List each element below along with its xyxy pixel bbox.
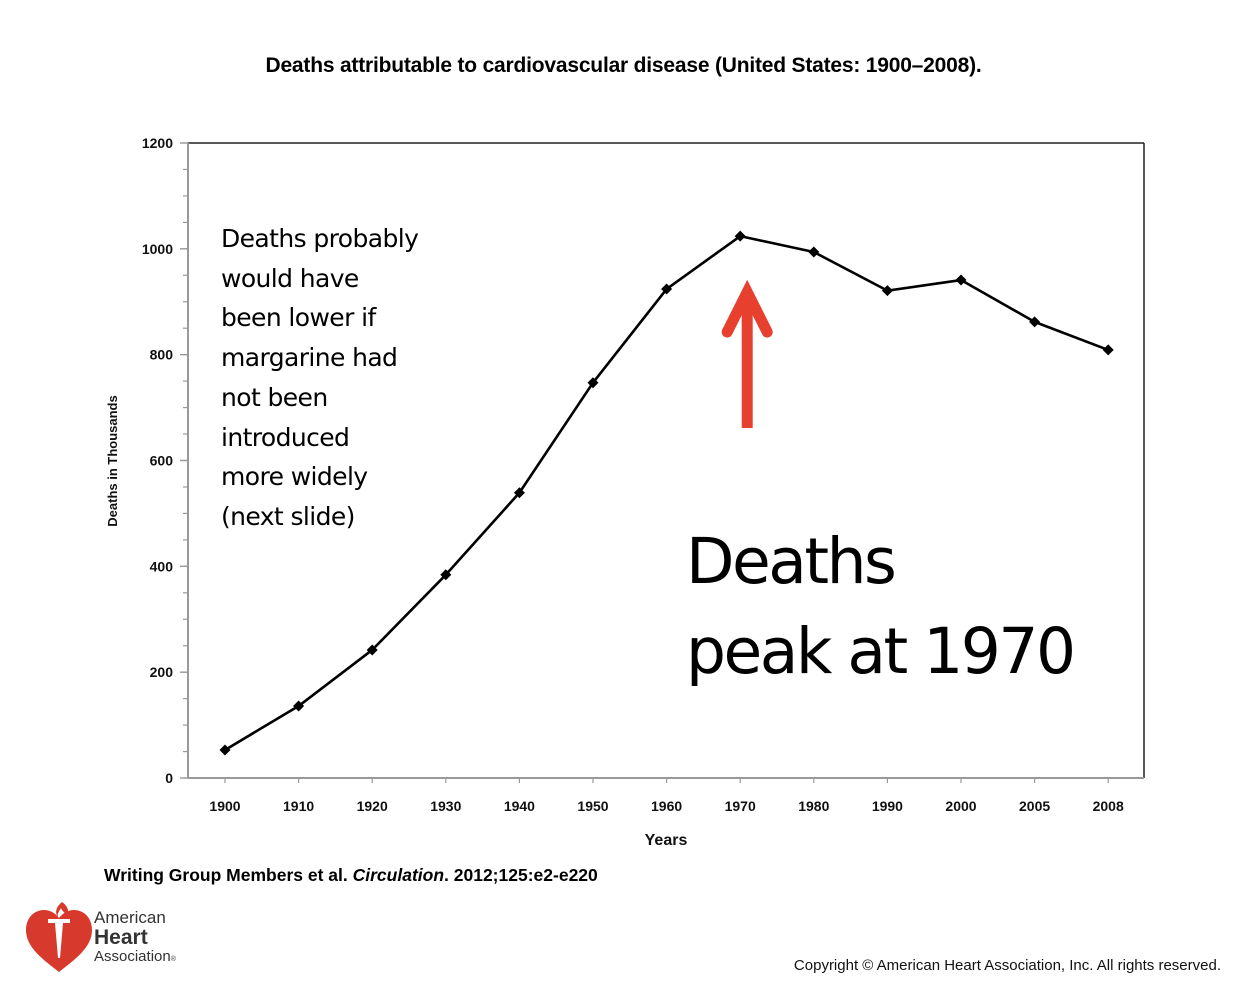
registered-mark: ® xyxy=(170,956,176,963)
y-tick-label: 600 xyxy=(150,453,174,469)
x-tick-label: 1990 xyxy=(872,798,903,814)
x-tick-label: 1910 xyxy=(283,798,314,814)
annotation-line: not been xyxy=(221,382,328,412)
data-point-marker xyxy=(219,744,231,756)
annotation-line: margarine had xyxy=(221,343,398,373)
annotation-line: Deaths probably xyxy=(221,224,419,253)
x-tick-label: 1950 xyxy=(577,798,608,814)
annotation-line: introduced xyxy=(221,422,350,452)
data-point-marker xyxy=(366,644,378,656)
x-tick-label: 1930 xyxy=(430,798,461,814)
logo-line-1: American xyxy=(94,908,166,927)
peak-annotation-line: peak at 1970 xyxy=(686,615,1076,688)
y-tick-label: 1000 xyxy=(142,241,173,257)
data-point-marker xyxy=(440,569,452,581)
annotation-line: more widely xyxy=(221,462,368,492)
data-point-marker xyxy=(955,274,967,286)
aha-heart-torch-icon xyxy=(26,902,92,972)
x-tick-label: 2000 xyxy=(945,798,976,814)
copyright: Copyright © American Heart Association, … xyxy=(793,957,1221,974)
data-point-marker xyxy=(881,285,893,297)
x-tick-label: 1920 xyxy=(357,798,388,814)
aha-logo-text: American Heart Association® xyxy=(94,908,176,968)
x-tick-label: 1940 xyxy=(504,798,535,814)
peak-annotation-line: Deaths xyxy=(686,525,897,598)
x-axis-title: Years xyxy=(645,832,688,849)
data-point-marker xyxy=(808,246,820,258)
y-tick-label: 400 xyxy=(150,558,174,574)
logo-line-2: Heart xyxy=(94,926,148,949)
data-point-marker xyxy=(661,283,673,295)
x-tick-label: 2008 xyxy=(1093,798,1124,814)
chart-title: Deaths attributable to cardiovascular di… xyxy=(265,54,982,77)
x-axis: 1900 1910 1920 1930 1940 1950 1960 1970 1980 1990… xyxy=(209,778,1124,814)
data-point-marker xyxy=(1029,316,1041,328)
arrow-head xyxy=(721,279,773,338)
y-tick-label: 1200 xyxy=(142,135,173,151)
data-point-marker xyxy=(734,230,746,242)
data-point-marker xyxy=(513,487,525,499)
y-tick-label: 200 xyxy=(150,664,174,680)
logo-line-3: Association® xyxy=(94,949,176,968)
margarine-annotation: Deaths probably would have been lower if ma… xyxy=(221,219,419,537)
citation-authors: Writing Group Members et al. xyxy=(104,865,348,885)
peak-arrow xyxy=(721,279,773,428)
y-tick-label: 800 xyxy=(150,347,174,363)
logo-line-3-text: Association xyxy=(94,948,171,965)
x-tick-label: 2005 xyxy=(1019,798,1050,814)
data-point-marker xyxy=(1102,344,1114,356)
x-tick-label: 1900 xyxy=(209,798,240,814)
annotation-line: (next slide) xyxy=(221,501,355,531)
x-tick-label: 1960 xyxy=(651,798,682,814)
peak-annotation: Deaths peak at 1970 xyxy=(686,517,1076,697)
citation-journal: Circulation xyxy=(352,865,445,885)
y-tick-label: 0 xyxy=(165,770,173,786)
x-tick-label: 1980 xyxy=(798,798,829,814)
x-tick-label: 1970 xyxy=(725,798,756,814)
citation: Writing Group Members et al. Circulation… xyxy=(104,865,598,886)
data-point-marker xyxy=(587,377,599,389)
data-point-marker xyxy=(293,700,305,712)
annotation-line: would have xyxy=(221,263,359,293)
citation-ref: . 2012;125:e2-e220 xyxy=(444,865,598,885)
series-group xyxy=(219,230,1114,756)
y-axis: 0 200 400 600 800 1000 1200 xyxy=(142,135,188,786)
annotation-line: been lower if xyxy=(221,303,376,333)
y-axis-title: Deaths in Thousands xyxy=(105,395,120,526)
